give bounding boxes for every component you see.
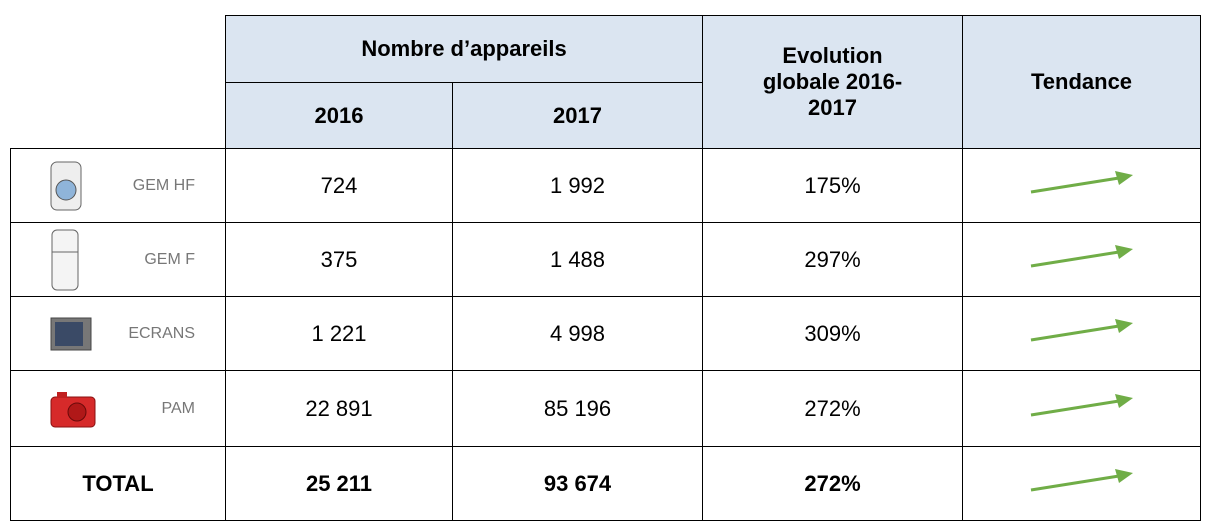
trend-cell: [962, 296, 1202, 371]
data-table: Nombre d’appareils Evolution globale 201…: [10, 15, 1202, 521]
label-text: ECRANS: [128, 324, 195, 342]
cell: 297%: [702, 222, 964, 297]
trend-cell: [962, 370, 1202, 447]
total-cell: 272%: [702, 446, 964, 521]
row-label: GEM HF: [10, 148, 226, 223]
cell: 309%: [702, 296, 964, 371]
cell: 1 221: [225, 296, 453, 371]
trend-cell: [962, 222, 1202, 297]
cell: 175%: [702, 148, 964, 223]
trend-arrow: [1030, 393, 1133, 416]
row-label: GEM F: [10, 222, 226, 297]
cell: 85 196: [451, 370, 704, 447]
label-text: GEM HF: [132, 176, 195, 194]
trend-arrow: [1030, 170, 1133, 193]
cell: 4 998: [451, 296, 704, 371]
header-cell: Evolution globale 2016-2017: [702, 15, 964, 149]
trend-cell: [962, 148, 1202, 223]
total-label: TOTAL: [10, 446, 226, 521]
cell: 22 891: [225, 370, 453, 447]
header-cell: 2016: [225, 82, 453, 149]
header-cell: Nombre d’appareils: [224, 15, 704, 83]
cell: 272%: [702, 370, 964, 447]
label-text: PAM: [161, 399, 195, 417]
header-cell: 2017: [451, 82, 704, 149]
cell: 724: [225, 148, 453, 223]
header-cell: Tendance: [962, 15, 1202, 149]
cell: 1 488: [451, 222, 704, 297]
screen-icon: [50, 317, 92, 350]
row-label: ECRANS: [10, 296, 226, 371]
total-cell: 25 211: [225, 446, 453, 521]
cell: 375: [225, 222, 453, 297]
trend-arrow: [1030, 318, 1133, 341]
washer-icon: [50, 161, 82, 210]
trend-arrow: [1030, 244, 1133, 267]
total-cell: 93 674: [451, 446, 704, 521]
blank-cell: [10, 15, 226, 149]
trend-arrow: [1030, 468, 1133, 491]
header-text: Evolution globale 2016-2017: [762, 43, 903, 120]
label-text: GEM F: [144, 250, 195, 268]
camera-icon: [50, 391, 96, 427]
cell: 1 992: [451, 148, 704, 223]
row-label: PAM: [10, 370, 226, 447]
fridge-icon: [51, 229, 79, 290]
trend-cell: [962, 446, 1202, 521]
